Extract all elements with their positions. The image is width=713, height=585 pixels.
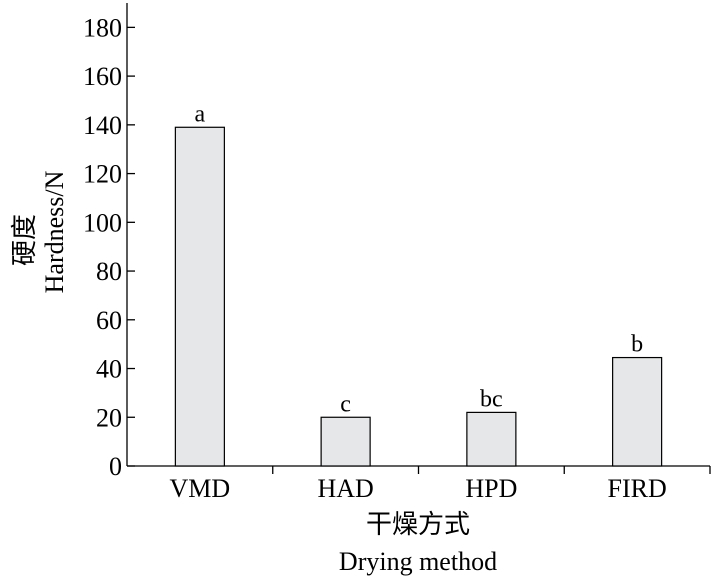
y-axis-title-en: Hardness/N (40, 170, 69, 293)
bar-hpd (466, 411, 517, 467)
x-tick-label: HPD (465, 474, 517, 503)
y-tick-label: 120 (83, 160, 122, 189)
x-axis-title: 干燥方式 Drying method (339, 510, 497, 576)
x-axis-title-cn: 干燥方式 (366, 510, 470, 539)
y-tick-label: 0 (109, 452, 122, 481)
data-label: bc (480, 386, 503, 412)
y-tick-label: 80 (96, 257, 122, 286)
y-tick-label: 20 (96, 403, 122, 432)
y-tick-label: 160 (83, 62, 122, 91)
x-tick-label: FIRD (608, 474, 667, 503)
y-tick-label: 140 (83, 111, 122, 140)
bar-fird (612, 356, 663, 467)
y-axis-title: 硬度 Hardness/N (10, 170, 69, 293)
y-tick-label: 180 (83, 13, 122, 42)
y-tick-label: 60 (96, 306, 122, 335)
y-tick-label: 100 (83, 208, 122, 237)
x-axis-title-en: Drying method (339, 547, 497, 576)
y-tick-label: 40 (96, 355, 122, 384)
data-label: b (631, 332, 643, 358)
x-tick-label: VMD (170, 474, 231, 503)
data-label: c (340, 391, 351, 417)
x-tick-label: HAD (317, 474, 373, 503)
y-axis-title-cn: 硬度 (10, 214, 39, 266)
bar-vmd (174, 126, 225, 467)
data-label: a (195, 101, 206, 127)
bar-had (320, 416, 371, 467)
